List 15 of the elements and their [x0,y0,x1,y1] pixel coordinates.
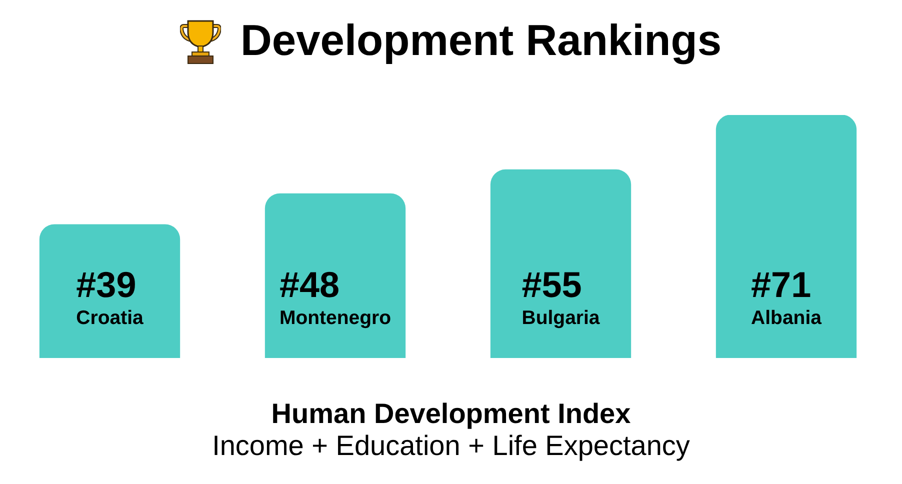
data-label: #55 [522,264,582,305]
bar [264,193,406,358]
bar [716,115,857,358]
x-tick-label: Montenegro [279,307,392,329]
bar [490,169,632,358]
x-axis-title: Human Development Index [270,398,632,430]
x-tick-label: Albania [751,307,822,329]
chart-title: Development Rankings [240,17,722,65]
data-label: #39 [76,264,136,305]
text: Income + Education + Life Expectancy [211,430,691,462]
x-tick-label: Bulgaria [522,307,600,329]
x-tick-label: Croatia [76,307,144,329]
data-label: #71 [751,264,812,305]
data-label: #48 [279,264,340,305]
bar [39,224,180,358]
